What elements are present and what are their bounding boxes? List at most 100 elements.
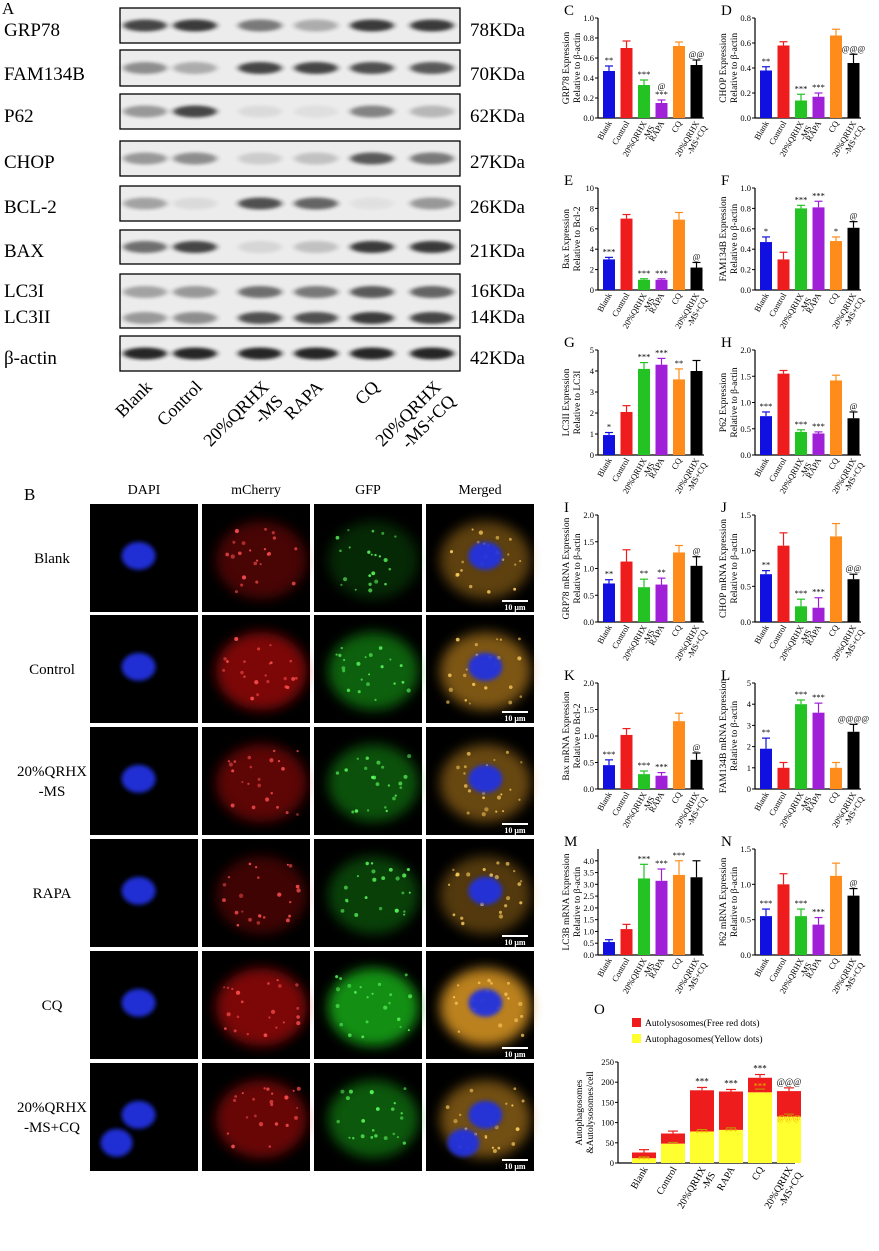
bar — [655, 364, 668, 455]
y-tick-label: 0.4 — [583, 73, 594, 83]
y-axis-label-line: LC3II Expression — [562, 368, 572, 436]
significance-label: *** — [603, 749, 616, 759]
y-tick-label: 2.0 — [740, 345, 751, 355]
cell-cytoplasm — [328, 521, 419, 600]
punctum — [511, 1142, 516, 1146]
punctum — [371, 529, 375, 533]
punctum — [493, 758, 496, 762]
protein-band — [238, 286, 282, 298]
punctum — [458, 1113, 462, 1117]
punctum — [270, 1092, 274, 1095]
y-tick-label: 200 — [601, 1077, 614, 1087]
nucleus — [468, 1100, 503, 1129]
cell-cytoplasm — [216, 744, 307, 823]
bar — [638, 279, 650, 290]
micrograph-tile — [202, 504, 310, 612]
punctum — [371, 869, 376, 874]
protein-band — [123, 197, 167, 210]
bar — [603, 71, 615, 118]
blot-strip — [119, 49, 461, 87]
punctum — [295, 983, 299, 987]
punctum — [509, 788, 512, 791]
punctum — [456, 572, 460, 577]
y-tick-label: 1.0 — [583, 564, 594, 574]
punctum — [270, 1103, 274, 1107]
bar-chart-h: H 0.0 0.5 1.0 1.5 2.0 P62 Expression Relative t… — [719, 335, 866, 495]
punctum — [257, 876, 260, 879]
punctum — [285, 811, 289, 815]
punctum — [246, 1032, 250, 1036]
punctum — [392, 1132, 396, 1136]
micrograph-tile: 10 μm — [426, 504, 534, 612]
y-axis-label-line: P62 mRNA Expression — [719, 857, 729, 946]
y-tick-label: 0.4 — [740, 244, 751, 254]
significance-label: ** — [762, 56, 771, 66]
y-tick-label: 8 — [590, 203, 594, 213]
y-tick-label: 4 — [747, 699, 752, 709]
punctum — [256, 559, 259, 562]
punctum — [254, 865, 258, 869]
punctum — [236, 1015, 240, 1019]
punctum — [354, 588, 357, 591]
scale-bar-label: 10 μm — [504, 1050, 526, 1059]
y-tick-label: 0.2 — [740, 88, 751, 98]
y-tick-label: 0 — [590, 285, 594, 295]
y-tick-label: 4 — [590, 244, 595, 254]
significance-label: *** — [655, 762, 668, 772]
punctum — [406, 867, 410, 872]
punctum — [364, 656, 367, 659]
y-axis-label-line: CHOP Expression — [719, 33, 729, 103]
confocal-microscopy-panel: DAPI mCherry GFP Merged Blank Control 20%QRHX -… — [17, 483, 534, 1171]
micrograph-tile: 10 μm — [426, 1063, 534, 1171]
punctum — [339, 1022, 344, 1027]
y-tick-label: 0.0 — [583, 950, 594, 960]
micrograph-tile — [314, 951, 422, 1059]
significance-label: @@ — [689, 49, 705, 59]
punctum — [495, 810, 498, 813]
punctum — [252, 1097, 256, 1101]
punctum — [234, 1095, 238, 1098]
y-tick-label: 2 — [590, 408, 594, 418]
protein-band — [238, 19, 282, 32]
significance-label: *** — [603, 246, 616, 256]
punctum — [466, 751, 471, 756]
punctum — [234, 590, 239, 594]
protein-band — [350, 152, 394, 165]
nucleus — [100, 1128, 133, 1157]
punctum — [238, 551, 242, 556]
x-tick-label-line: Control — [655, 1165, 680, 1197]
significance-label: *** — [655, 268, 668, 278]
micrograph-tile — [314, 615, 422, 723]
y-axis-label-line: GRP78 mRNA Expression — [562, 517, 572, 619]
channel-label: Merged — [458, 483, 501, 498]
punctum — [502, 810, 505, 813]
x-tick-label-line: RAPA — [715, 1164, 738, 1192]
punctum — [257, 777, 261, 781]
punctum — [403, 1087, 407, 1091]
punctum — [342, 577, 348, 582]
significance-label: *** — [795, 419, 808, 429]
protein-band — [173, 197, 217, 210]
protein-band — [410, 152, 454, 165]
bar — [655, 775, 668, 789]
micrograph-tile — [202, 615, 310, 723]
protein-band — [123, 241, 167, 253]
nucleus — [121, 876, 156, 905]
y-tick-label: 1.5 — [740, 371, 751, 381]
punctum — [370, 1135, 374, 1139]
channel-label: GFP — [355, 483, 381, 498]
punctum — [477, 981, 481, 985]
bar — [777, 767, 790, 789]
punctum — [495, 535, 500, 540]
punctum — [268, 1145, 271, 1148]
punctum — [463, 673, 467, 678]
punctum — [289, 900, 292, 904]
punctum — [240, 670, 244, 675]
punctum — [447, 673, 452, 678]
y-tick-label: 150 — [601, 1097, 614, 1107]
y-tick-label: 5 — [747, 678, 751, 688]
punctum — [505, 861, 510, 866]
significance-label-inner: *** — [725, 1126, 738, 1136]
lane-label-line: RAPA — [280, 377, 327, 424]
punctum — [262, 916, 266, 919]
